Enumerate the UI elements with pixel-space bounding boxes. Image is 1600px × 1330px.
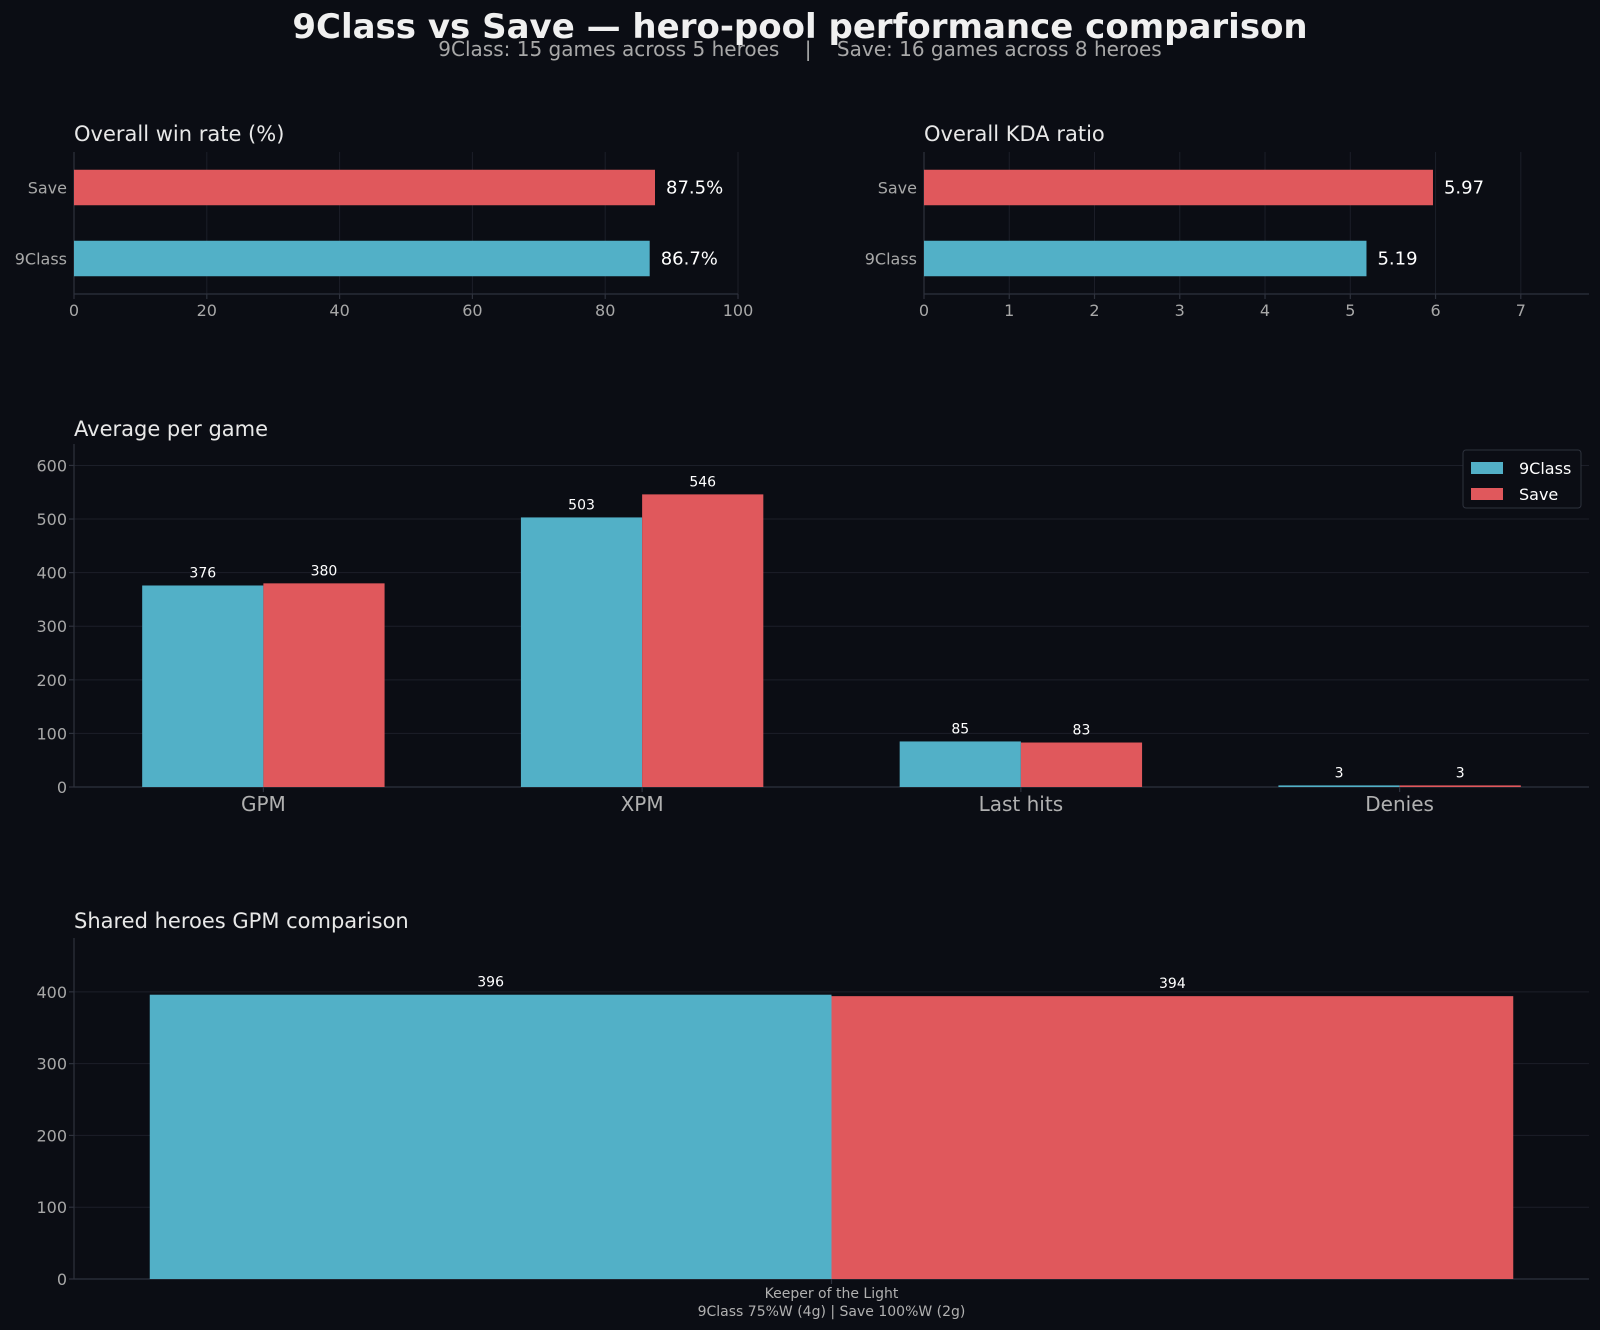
y-tick-label: Save [28, 179, 67, 198]
x-tick-sublabel: 9Class 75%W (4g) | Save 100%W (2g) [698, 1304, 966, 1320]
bar-value-label: 380 [311, 563, 338, 579]
y-tick-label: Save [878, 179, 917, 198]
x-tick-label: 6 [1430, 301, 1440, 320]
kda-chart: Overall KDA ratio 0 1 2 3 4 5 6 7 Save 5.97 9Class 5… [865, 122, 1589, 320]
bar-9class [142, 585, 264, 787]
bar-9class [1278, 785, 1400, 787]
win-rate-chart: Overall win rate (%) 0 20 40 60 80 100 Save 87.5… [15, 122, 754, 320]
x-tick-label: Denies [1365, 792, 1434, 816]
panel-title: Average per game [74, 417, 268, 441]
y-tick-label: 200 [36, 1126, 67, 1145]
y-tick-label: 400 [36, 983, 67, 1002]
bar-save [642, 494, 764, 787]
bar-save [1020, 742, 1143, 787]
y-tick-label: 9Class [15, 250, 67, 269]
shared-heroes-gpm-chart: Shared heroes GPM comparison 0 100 200 300 40… [36, 909, 1589, 1320]
bar-value-label: 3 [1335, 765, 1344, 781]
figure-title: 9Class vs Save — hero-pool performance c… [292, 7, 1307, 47]
bar-9class [899, 741, 1021, 787]
figure-subtitle: 9Class: 15 games across 5 heroes | Save:… [438, 37, 1161, 61]
y-tick-label: 100 [36, 724, 67, 743]
legend-label: Save [1519, 485, 1558, 504]
bar-value-label: 87.5% [666, 178, 723, 199]
legend-label: 9Class [1519, 459, 1571, 478]
x-tick-label: GPM [241, 792, 286, 816]
bar-value-label: 396 [477, 975, 504, 991]
x-tick-label: 20 [197, 301, 217, 320]
bar-9class [520, 517, 643, 787]
y-tick-label: 0 [57, 1270, 67, 1289]
bar-9class [149, 994, 832, 1279]
x-tick-label: Keeper of the Light [765, 1286, 899, 1302]
legend-swatch-9class [1471, 462, 1503, 474]
x-tick-label: 80 [595, 301, 615, 320]
x-tick-label: 5 [1345, 301, 1355, 320]
x-tick-label: 4 [1260, 301, 1270, 320]
x-tick-label: 0 [69, 301, 79, 320]
bar-value-label: 5.97 [1444, 178, 1484, 199]
bar-save [263, 583, 385, 787]
y-tick-label: 400 [36, 564, 67, 583]
bar-value-label: 85 [951, 721, 969, 737]
legend: 9Class Save [1462, 449, 1582, 509]
bar-9class [74, 240, 650, 277]
bar-value-label: 503 [568, 497, 595, 513]
y-tick-label: 0 [57, 778, 67, 797]
legend-swatch-save [1471, 488, 1503, 500]
y-tick-label: 200 [36, 671, 67, 690]
panel-title: Shared heroes GPM comparison [74, 909, 409, 933]
bar-value-label: 3 [1456, 765, 1465, 781]
x-tick-label: 1 [1004, 301, 1014, 320]
x-tick-label: 100 [723, 301, 754, 320]
y-tick-label: 100 [36, 1198, 67, 1217]
x-tick-label: 40 [329, 301, 349, 320]
x-tick-label: Last hits [979, 792, 1064, 816]
panel-title: Overall win rate (%) [74, 122, 284, 146]
panel-title: Overall KDA ratio [924, 122, 1105, 146]
bar-9class [924, 240, 1367, 277]
bar-value-label: 376 [189, 565, 216, 581]
x-tick-label: 3 [1175, 301, 1185, 320]
x-tick-label: XPM [621, 792, 664, 816]
x-tick-label: 0 [919, 301, 929, 320]
bar-save [924, 169, 1433, 206]
y-tick-label: 600 [36, 456, 67, 475]
bar-save [74, 169, 655, 206]
y-tick-label: 500 [36, 510, 67, 529]
x-tick-label: 2 [1089, 301, 1099, 320]
bar-value-label: 394 [1159, 976, 1186, 992]
bar-value-label: 86.7% [661, 249, 718, 270]
x-tick-label: 7 [1516, 301, 1526, 320]
y-tick-label: 300 [36, 1055, 67, 1074]
x-tick-label: 60 [462, 301, 482, 320]
y-tick-label: 9Class [865, 250, 917, 269]
bar-value-label: 83 [1073, 723, 1091, 739]
y-tick-label: 300 [36, 617, 67, 636]
bar-value-label: 5.19 [1377, 249, 1417, 270]
bar-value-label: 546 [689, 474, 716, 490]
bar-save [1399, 785, 1521, 787]
bar-save [831, 996, 1514, 1279]
